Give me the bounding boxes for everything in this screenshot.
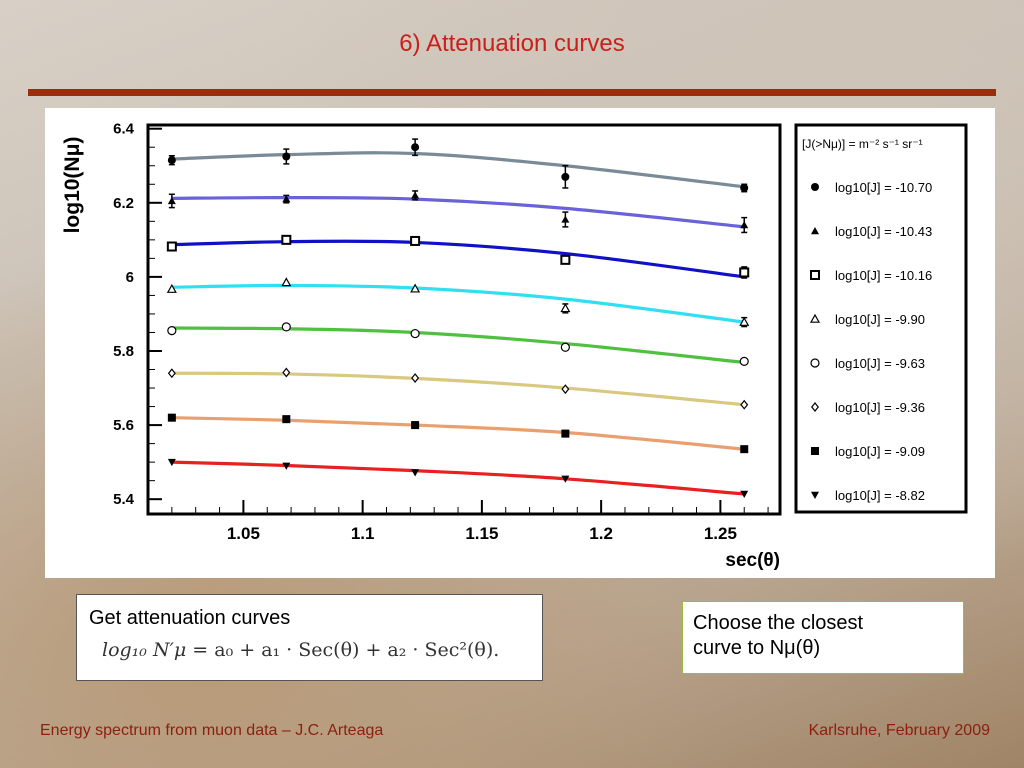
data-point: [560, 254, 571, 265]
data-point: [281, 322, 291, 332]
fit-curve: [171, 460, 745, 496]
closest-curve-note: Choose the closest curve to Nμ(θ): [682, 601, 964, 674]
data-point: [560, 303, 571, 313]
fit-curve: [171, 326, 745, 365]
data-point: [739, 316, 750, 326]
legend-entry: log10[J] = -9.63: [835, 356, 925, 371]
legend-marker: [811, 183, 819, 191]
y-axis-label: log10(Nμ): [61, 137, 84, 234]
slide-title: 6) Attenuation curves: [399, 30, 625, 57]
formula-box-label: Get attenuation curves: [89, 607, 291, 629]
formula-lhs: log₁₀ N′μ: [102, 639, 187, 661]
x-tick-label: 1.25: [704, 524, 737, 543]
y-tick-label: 6: [126, 269, 134, 286]
data-point: [561, 429, 570, 438]
data-point: [167, 326, 177, 336]
fit-curve: [171, 195, 745, 229]
data-point: [739, 267, 750, 278]
data-point: [560, 342, 570, 352]
legend-entry: log10[J] = -8.82: [835, 488, 925, 503]
plot-frame: [146, 123, 782, 516]
attenuation-chart: 5.4 5.6 5.8 6 6.2 6.4 1.05 1.1 1.15 1.2 1.25 sec(θ)…: [61, 121, 968, 571]
x-tick-label: 1.15: [465, 524, 498, 543]
data-point: [281, 277, 292, 287]
y-tick-label: 6.4: [113, 121, 135, 138]
note-line-1: Choose the closest: [693, 612, 864, 634]
footer-venue-date: Karlsruhe, February 2009: [808, 722, 990, 739]
title-divider: [28, 89, 996, 96]
legend-entry: log10[J] = -9.90: [835, 312, 925, 327]
data-point: [411, 373, 420, 383]
data-point: [410, 235, 421, 246]
data-point: [561, 172, 570, 181]
data-point: [166, 283, 177, 293]
data-point: [411, 421, 420, 430]
data-point: [561, 475, 570, 483]
formula-rhs: = a₀ + a₁ · Sec(θ) + a₂ · Sec²(θ).: [192, 639, 500, 661]
data-point: [740, 221, 749, 229]
legend-entry: log10[J] = -9.36: [835, 400, 925, 415]
y-tick-label: 5.4: [113, 491, 135, 508]
data-point: [739, 356, 749, 366]
fit-curve: [171, 416, 745, 451]
data-point: [166, 241, 177, 252]
legend-marker: [809, 313, 821, 323]
note-line-2: curve to Nμ(θ): [693, 637, 821, 659]
data-point: [740, 183, 749, 192]
legend-marker: [810, 270, 820, 280]
legend-marker: [811, 491, 819, 499]
attenuation-formula-box: Get attenuation curves log₁₀ N′μ = a₀ + …: [76, 594, 543, 681]
legend-header: [J(>Nμ)] = m⁻² s⁻¹ sr⁻¹: [802, 137, 923, 151]
x-axis-label: sec(θ): [725, 550, 780, 571]
fit-curve: [171, 151, 745, 189]
x-tick-label: 1.1: [351, 524, 375, 543]
data-point: [410, 283, 421, 293]
attenuation-chart-panel: 5.4 5.6 5.8 6 6.2 6.4 1.05 1.1 1.15 1.2 1.25 sec(θ)…: [45, 108, 995, 578]
data-point: [282, 462, 291, 470]
footer-author: Energy spectrum from muon data – J.C. Ar…: [40, 722, 384, 739]
y-tick-label: 5.8: [113, 343, 134, 360]
data-point: [167, 196, 176, 205]
data-point: [282, 195, 291, 203]
legend-box: [794, 123, 968, 514]
y-tick-label: 6.2: [113, 195, 134, 212]
fit-curve: [171, 283, 745, 324]
data-point: [411, 143, 420, 152]
data-point: [281, 234, 292, 245]
data-point: [167, 458, 176, 467]
legend-marker: [811, 402, 819, 412]
data-point: [282, 367, 291, 378]
y-tick-label: 5.6: [113, 417, 134, 434]
x-tick-label: 1.05: [227, 524, 260, 543]
attenuation-formula: log₁₀ N′μ = a₀ + a₁ · Sec(θ) + a₂ · Sec²…: [102, 639, 499, 661]
legend-entry: log10[J] = -10.70: [835, 180, 932, 195]
legend-entry: log10[J] = -9.09: [835, 444, 925, 459]
fit-curve: [171, 239, 745, 279]
data-point: [411, 469, 420, 477]
x-tick-label: 1.2: [589, 524, 613, 543]
data-point: [740, 445, 749, 454]
legend-marker: [810, 358, 820, 368]
legend-entry: log10[J] = -10.43: [835, 224, 932, 239]
legend-entry: log10[J] = -10.16: [835, 268, 932, 283]
data-point: [410, 328, 420, 339]
data-point: [740, 490, 749, 498]
data-point: [411, 191, 420, 199]
data-point: [561, 384, 570, 395]
legend-marker: [811, 227, 819, 235]
data-point: [561, 215, 570, 223]
data-point: [167, 413, 176, 422]
data-point: [167, 368, 176, 379]
data-point: [740, 399, 749, 410]
data-point: [282, 415, 291, 424]
fit-curve: [171, 371, 745, 407]
legend-marker: [811, 447, 819, 455]
data-point: [167, 156, 176, 165]
data-point: [282, 152, 291, 161]
